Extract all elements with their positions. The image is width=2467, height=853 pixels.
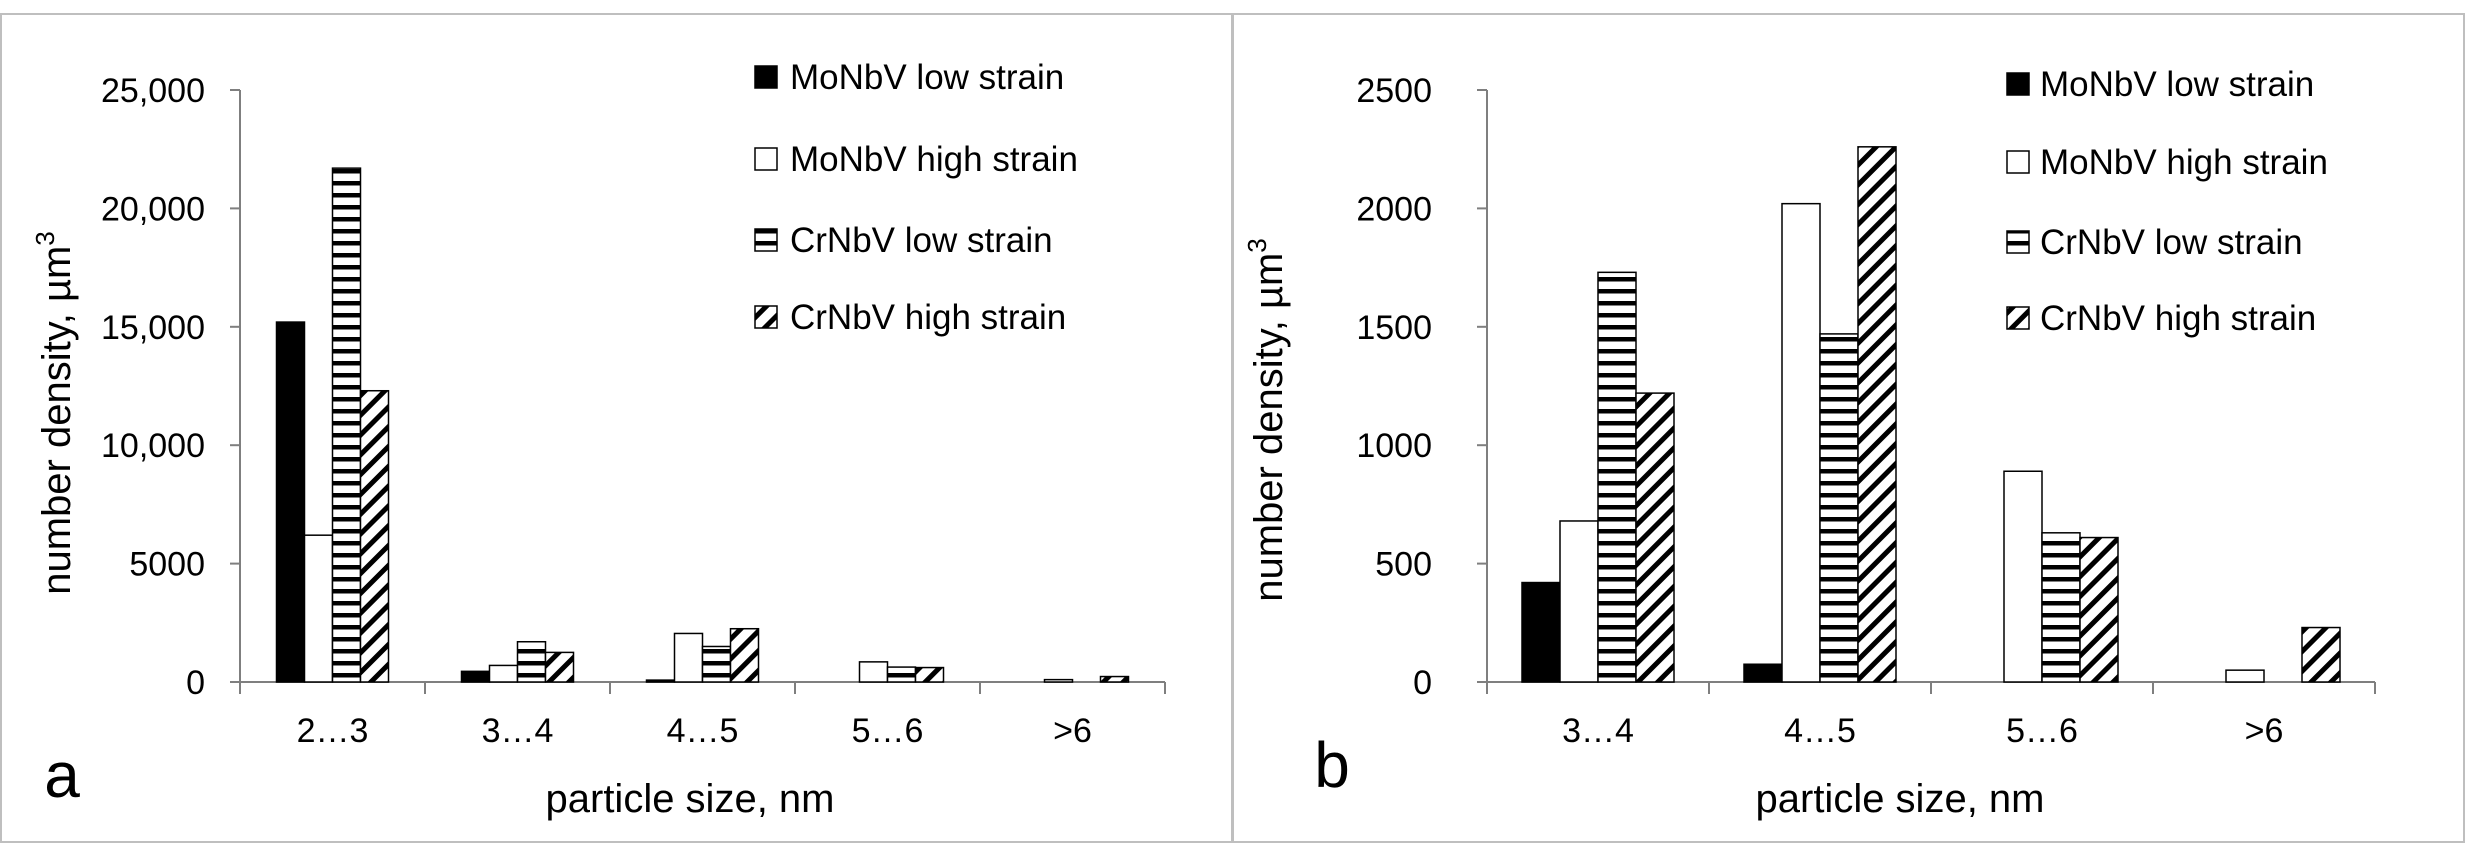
y-tick-label: 1500: [1356, 309, 1432, 347]
legend-swatch-crnbv-high-strain: [2006, 306, 2030, 330]
bar-monbv-low-strain-2: [460, 670, 491, 683]
legend-label-crnbv-low-strain: CrNbV low strain: [2040, 223, 2303, 262]
legend-swatch-crnbv-low-strain: [754, 228, 778, 252]
y-tick-label: 15,000: [101, 309, 205, 347]
bar-crnbv-high-strain-2: [544, 651, 575, 683]
bar-crnbv-high-strain-3: [2079, 536, 2119, 683]
y-tick-label: 20,000: [101, 190, 205, 228]
bar-monbv-high-strain-2: [488, 664, 519, 683]
bar-crnbv-low-strain-2: [516, 640, 547, 683]
x-tick-label: 3…4: [1562, 712, 1634, 750]
x-tick-label: 5…6: [852, 712, 924, 750]
panel-b-x-axis-title: particle size, nm: [1756, 777, 2045, 821]
legend-label-crnbv-high-strain: CrNbV high strain: [2040, 299, 2316, 338]
y-tick-label: 2000: [1356, 190, 1432, 228]
legend-label-crnbv-low-strain: CrNbV low strain: [790, 221, 1053, 260]
legend-label-monbv-high-strain: MoNbV high strain: [790, 140, 1078, 179]
x-tick-label: 3…4: [482, 712, 554, 750]
panel-b-plot: 0 500 1000 1500 2000 2500 3…4 4…5 5…6 >6 MoNbV low…: [1356, 65, 2376, 750]
bar-monbv-high-strain-1: [303, 534, 334, 683]
legend-swatch-monbv-high-strain: [754, 147, 778, 171]
bar-crnbv-high-strain-1: [1635, 392, 1675, 683]
bar-crnbv-low-strain-4: [886, 666, 917, 683]
panel-a: number density, µm3 particle size, nm a …: [0, 13, 1233, 843]
bar-crnbv-low-strain-1: [331, 167, 362, 683]
bar-crnbv-low-strain-2: [1819, 333, 1859, 683]
bar-monbv-high-strain-4: [858, 661, 889, 683]
x-tick-label: >6: [2245, 712, 2284, 750]
legend-label-monbv-high-strain: MoNbV high strain: [2040, 143, 2328, 182]
bar-crnbv-low-strain-3: [2041, 532, 2081, 683]
x-tick-label: 4…5: [667, 712, 739, 750]
bar-monbv-high-strain-2: [1781, 202, 1821, 683]
y-tick-label: 2500: [1356, 72, 1432, 110]
y-tick-label: 5000: [129, 546, 205, 584]
bar-monbv-high-strain-3: [673, 632, 704, 683]
panel-a-letter: a: [44, 739, 80, 811]
y-tick-label: 500: [1375, 546, 1432, 584]
bar-monbv-high-strain-1: [1559, 520, 1599, 683]
bar-crnbv-high-strain-2: [1857, 146, 1897, 683]
legend-swatch-monbv-low-strain: [754, 65, 778, 89]
bar-crnbv-high-strain-4: [2301, 626, 2341, 683]
bar-monbv-low-strain-3: [645, 679, 676, 683]
panel-a-x-axis-title: particle size, nm: [546, 777, 835, 821]
legend-swatch-crnbv-high-strain: [754, 305, 778, 329]
bar-monbv-low-strain-1: [1521, 581, 1561, 683]
y-tick-label: 0: [186, 664, 205, 702]
x-tick-label: 5…6: [2006, 712, 2078, 750]
legend-label-monbv-low-strain: MoNbV low strain: [790, 58, 1064, 97]
legend-label-monbv-low-strain: MoNbV low strain: [2040, 65, 2314, 104]
panel-a-plot: 0 5000 10,000 15,000 20,000 25,000 2…3 3…4 4…5 5……: [101, 58, 1166, 750]
bar-monbv-high-strain-4: [2225, 669, 2265, 683]
panel-b: number density, µm3 particle size, nm b …: [1232, 13, 2465, 843]
bar-monbv-high-strain-3: [2003, 470, 2043, 683]
bar-crnbv-low-strain-3: [701, 645, 732, 683]
y-tick-label: 10,000: [101, 427, 205, 465]
bar-crnbv-high-strain-5: [1099, 675, 1130, 683]
legend-swatch-monbv-low-strain: [2006, 72, 2030, 96]
panel-a-border: [0, 13, 1233, 843]
bar-crnbv-low-strain-1: [1597, 271, 1637, 683]
bar-monbv-high-strain-5: [1043, 678, 1074, 683]
bar-monbv-low-strain-1: [275, 321, 306, 683]
panel-b-letter: b: [1314, 729, 1350, 801]
legend-swatch-crnbv-low-strain: [2006, 230, 2030, 254]
panel-b-y-axis-title: number density, µm3: [1242, 238, 1291, 602]
panel-a-y-axis-title: number density, µm3: [30, 231, 79, 595]
x-tick-label: 2…3: [297, 712, 369, 750]
x-tick-label: 4…5: [1784, 712, 1856, 750]
x-tick-label: >6: [1053, 712, 1092, 750]
bar-crnbv-high-strain-1: [359, 389, 390, 683]
legend-swatch-monbv-high-strain: [2006, 150, 2030, 174]
legend-label-crnbv-high-strain: CrNbV high strain: [790, 298, 1066, 337]
bar-crnbv-high-strain-4: [914, 666, 945, 683]
bar-crnbv-high-strain-3: [729, 627, 760, 683]
bar-monbv-low-strain-2: [1743, 663, 1783, 683]
y-tick-label: 25,000: [101, 72, 205, 110]
y-tick-label: 1000: [1356, 427, 1432, 465]
y-tick-label: 0: [1413, 664, 1432, 702]
